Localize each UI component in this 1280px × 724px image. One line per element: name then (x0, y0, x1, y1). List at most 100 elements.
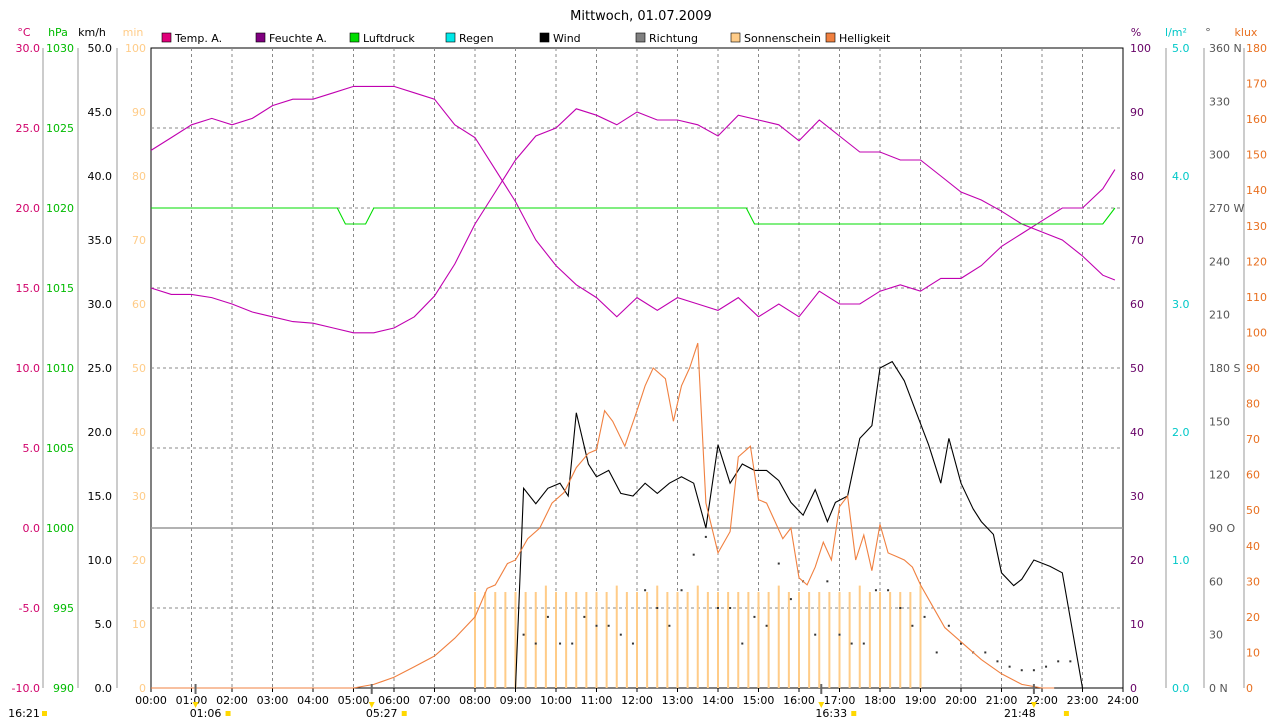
axis-tick-label: 120 (1246, 255, 1267, 268)
x-tick-label: 24:00 (1107, 694, 1139, 707)
axis-tick-label: 140 (1246, 184, 1267, 197)
axis-tick-label: 0.0 (23, 522, 41, 535)
legend-label: Helligkeit (839, 32, 891, 45)
sunshine-bar (494, 592, 497, 688)
direction-point (631, 642, 634, 645)
axis-tick-label: 150 (1246, 149, 1267, 162)
sunshine-bar (757, 592, 760, 688)
axis-tick-label: 90 (1130, 106, 1144, 119)
axis-tick-label: 270 W (1209, 202, 1244, 215)
sunshine-bar (565, 592, 568, 688)
axis-unit-label: l/m² (1165, 26, 1187, 39)
axis-tick-label: 40 (1246, 540, 1260, 553)
marker-dot (225, 711, 231, 716)
axis-tick-label: 5.0 (23, 442, 41, 455)
legend-label: Feuchte A. (269, 32, 327, 45)
sunshine-bar (767, 592, 770, 688)
x-tick-label: 00:00 (135, 694, 167, 707)
x-tick-label: 14:00 (702, 694, 734, 707)
direction-point (814, 633, 817, 636)
sunshine-bar (828, 592, 831, 688)
axis-tick-label: 80 (132, 170, 146, 183)
axis-tick-label: 990 (53, 682, 74, 695)
direction-point (838, 633, 841, 636)
axis-tick-label: 90 (1246, 362, 1260, 375)
axis-unit-label: °C (17, 26, 31, 39)
marker-arrow (1030, 702, 1037, 708)
sunshine-bar (868, 592, 871, 688)
axis-tick-label: 180 (1246, 42, 1267, 55)
axis-tick-label: 1.0 (1172, 554, 1190, 567)
sunshine-bar (727, 592, 730, 688)
axis-unit-label: hPa (48, 26, 68, 39)
series-line-luftdruck (151, 207, 1116, 225)
sunshine-bar (615, 585, 618, 688)
axis-tick-label: 25.0 (16, 122, 41, 135)
axis-tick-label: 70 (1246, 433, 1260, 446)
axis-tick-label: 60 (1246, 469, 1260, 482)
direction-point (911, 624, 914, 627)
direction-point (668, 624, 671, 627)
legend-label: Sonnenschein (744, 32, 821, 45)
axis-tick-label: 30 (1130, 490, 1144, 503)
direction-point (850, 642, 853, 645)
sunshine-bar (544, 585, 547, 688)
direction-point (899, 607, 902, 609)
x-tick-label: 22:00 (1026, 694, 1058, 707)
series-line-temp-a (150, 108, 1116, 334)
direction-point (960, 642, 962, 645)
axis-tick-label: 0 N (1209, 682, 1228, 695)
legend-swatch (825, 32, 836, 43)
sunshine-bar (706, 592, 709, 688)
axis-tick-label: 100 (1246, 326, 1267, 339)
sunshine-bar (484, 592, 487, 688)
legend-label: Regen (459, 32, 494, 45)
sunshine-bar (909, 592, 912, 688)
direction-point (1057, 660, 1060, 663)
axis-tick-label: 0.0 (95, 682, 113, 695)
x-tick-label: 20:00 (945, 694, 977, 707)
axis-tick-label: 10 (1130, 618, 1144, 631)
marker-arrow (368, 702, 375, 708)
sunshine-bar (717, 592, 719, 688)
x-tick-label: 10:00 (540, 694, 572, 707)
axis-tick-label: 5.0 (95, 618, 113, 631)
series-line-wind (514, 360, 1084, 689)
x-tick-label: 18:00 (864, 694, 896, 707)
direction-point (571, 642, 574, 645)
sunshine-bar (534, 592, 537, 688)
marker-label: 05:27 (366, 707, 398, 720)
sunshine-bar (585, 592, 588, 688)
axis-tick-label: 170 (1246, 78, 1267, 91)
sunshine-bar (899, 592, 902, 688)
sunshine-bar (636, 592, 638, 688)
axis-tick-label: 40 (1130, 426, 1144, 439)
sunshine-bar (646, 592, 649, 688)
axis-tick-label: 50 (1130, 362, 1144, 375)
direction-point (923, 615, 926, 618)
grid (151, 48, 1123, 688)
sunshine-bar (747, 592, 750, 688)
axis-tick-label: 60 (132, 298, 146, 311)
axis-tick-label: 0 (1130, 682, 1137, 695)
sunshine-bar (787, 592, 790, 688)
marker-label: 16:21 (8, 707, 40, 720)
axis-tick-label: 10 (132, 618, 146, 631)
axis-tick-label: 10.0 (16, 362, 41, 375)
sunshine-bar (555, 592, 557, 688)
axis-tick-label: -5.0 (19, 602, 40, 615)
axis-tick-label: 1000 (46, 522, 74, 535)
axis-tick-label: 30.0 (88, 298, 113, 311)
axis-tick-label: 0 (139, 682, 146, 695)
sunshine-bar (818, 592, 821, 688)
axis-tick-label: 100 (125, 42, 146, 55)
axis-tick-label: 1030 (46, 42, 74, 55)
axis-tick-label: 30 (1209, 629, 1223, 642)
direction-point (595, 624, 598, 627)
axis-tick-label: 210 (1209, 309, 1230, 322)
legend-label: Richtung (649, 32, 698, 45)
axis-tick-label: 240 (1209, 255, 1230, 268)
x-tick-label: 03:00 (257, 694, 289, 707)
axis-tick-label: 20 (1246, 611, 1260, 624)
